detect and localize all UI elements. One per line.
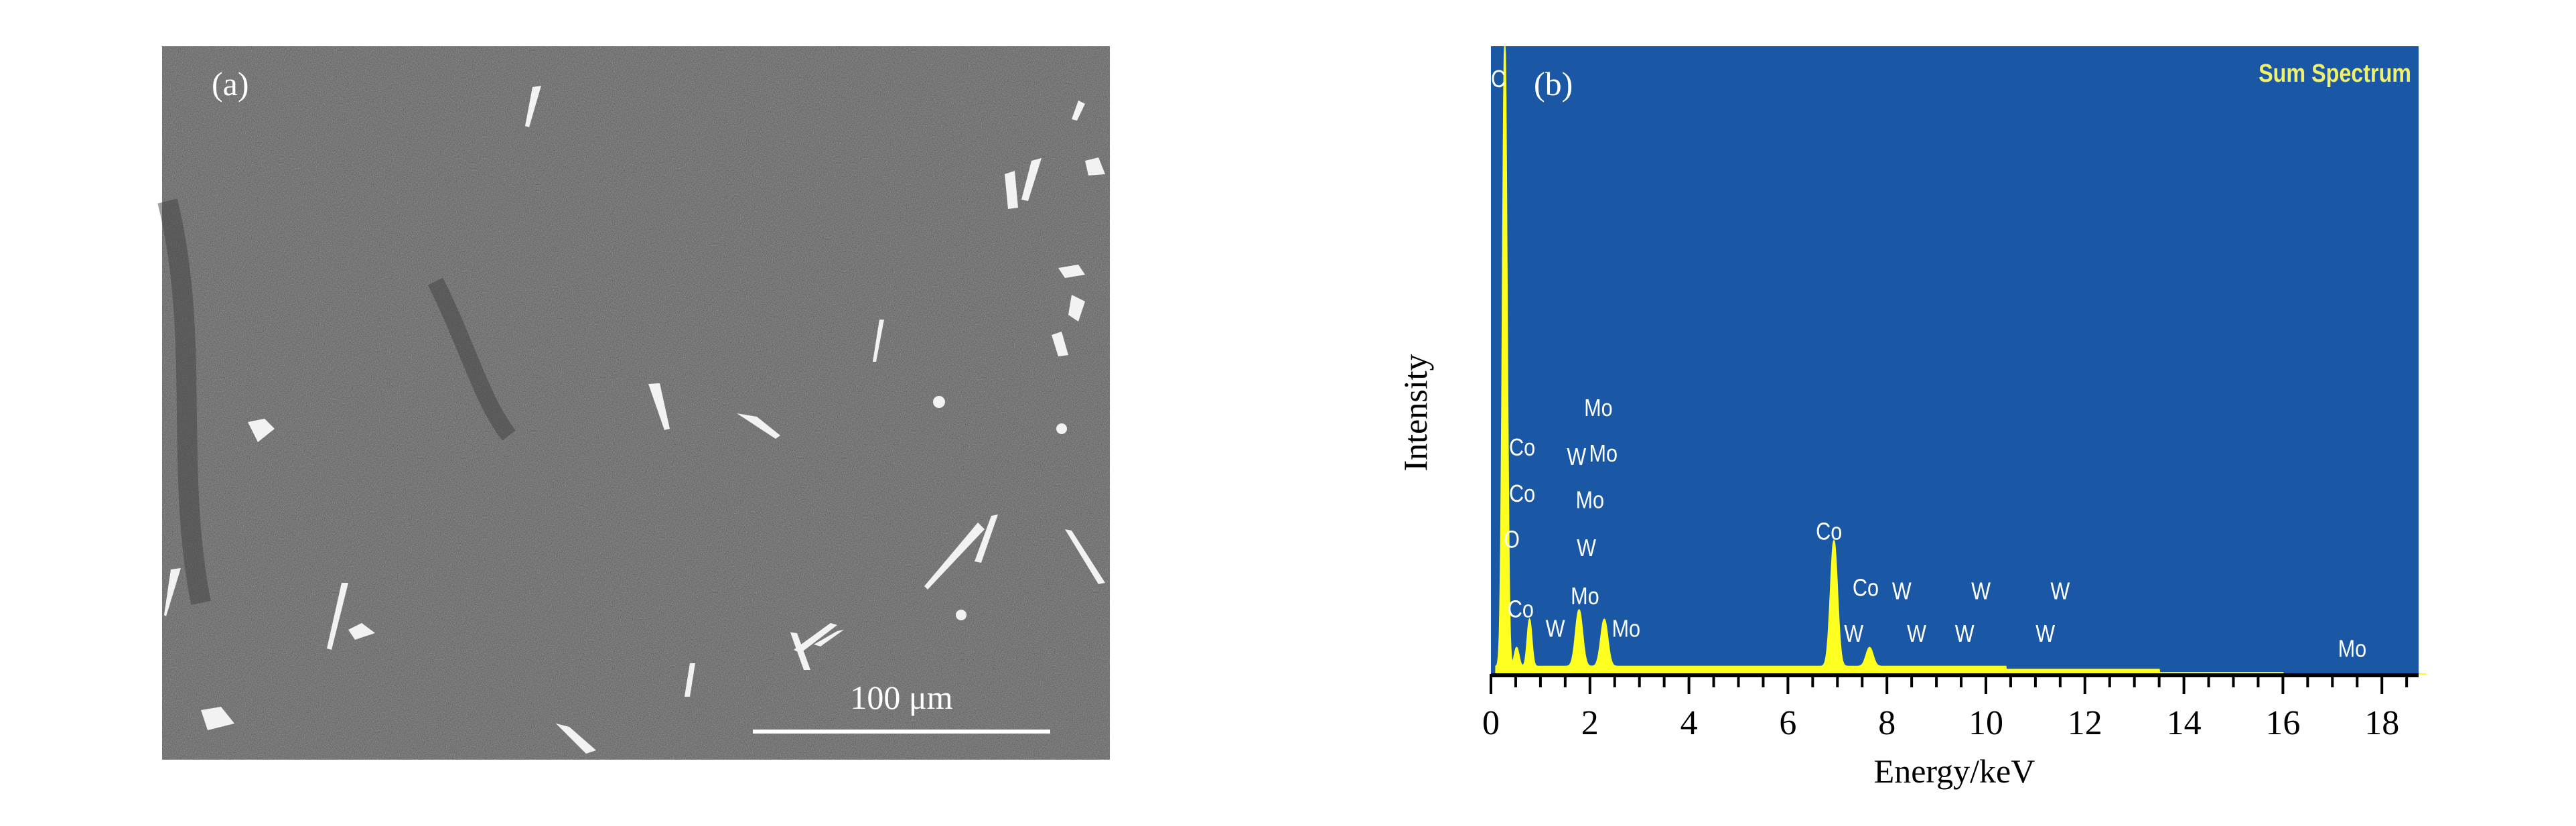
- carbide-particles: [164, 86, 1105, 754]
- scale-bar-label: 100 μm: [850, 679, 952, 716]
- peak-label: Co: [1509, 481, 1535, 508]
- peak-label: Mo: [1589, 441, 1618, 468]
- x-tick-label: 8: [1878, 704, 1895, 742]
- peak-label: W: [1971, 578, 1991, 605]
- peak-label: Co: [1508, 596, 1534, 623]
- x-tick-label: 18: [2364, 704, 2399, 742]
- grain-boundary: [157, 198, 211, 605]
- chart-title: Sum Spectrum: [2259, 60, 2411, 88]
- peak-label: W: [1892, 578, 1912, 605]
- peak-label: Mo: [1584, 395, 1612, 422]
- x-tick-label: 2: [1581, 704, 1599, 742]
- peak-label: W: [1577, 535, 1596, 562]
- peak-label: W: [2035, 621, 2055, 648]
- panel-a-label: (a): [212, 65, 249, 102]
- grain-boundary: [427, 277, 516, 441]
- peak-label: Co: [1816, 519, 1842, 545]
- peak-label: C: [1491, 66, 1506, 93]
- x-tick-label: 16: [2265, 704, 2300, 742]
- peak-label: W: [1546, 616, 1565, 642]
- x-tick-label: 14: [2167, 704, 2202, 742]
- peak-label: Mo: [1576, 487, 1604, 514]
- peak-label: Co: [1853, 575, 1879, 602]
- peak-label: W: [1844, 621, 1863, 648]
- sem-micrograph: (a) 100 μm: [157, 46, 1110, 760]
- peak-label: W: [1955, 621, 1975, 648]
- peak-label: O: [1504, 527, 1520, 553]
- peak-label: W: [1907, 621, 1926, 648]
- peak-label: Mo: [1612, 616, 1640, 642]
- spectrum-area: [1495, 46, 2427, 675]
- x-tick-label: 12: [2068, 704, 2102, 742]
- plot-background: [1491, 46, 2419, 674]
- peak-label: Co: [1509, 435, 1535, 462]
- x-tick-label: 6: [1779, 704, 1796, 742]
- panel-b-label: (b): [1534, 65, 1573, 102]
- sem-texture: [162, 46, 1110, 760]
- peak-label: Mo: [1571, 583, 1599, 610]
- y-axis-label: Intensity: [1397, 354, 1434, 472]
- x-tick-label: 4: [1680, 704, 1698, 742]
- x-axis-label: Energy/keV: [1874, 752, 2035, 790]
- peak-label: W: [1567, 444, 1586, 471]
- x-axis: 0 2 4 6 8 10 12 14 16 18: [1482, 673, 2419, 742]
- x-tick-label: 0: [1482, 704, 1500, 742]
- peak-label: W: [2050, 578, 2070, 605]
- x-tick-label: 10: [1969, 704, 2003, 742]
- peak-label: Mo: [2338, 636, 2366, 663]
